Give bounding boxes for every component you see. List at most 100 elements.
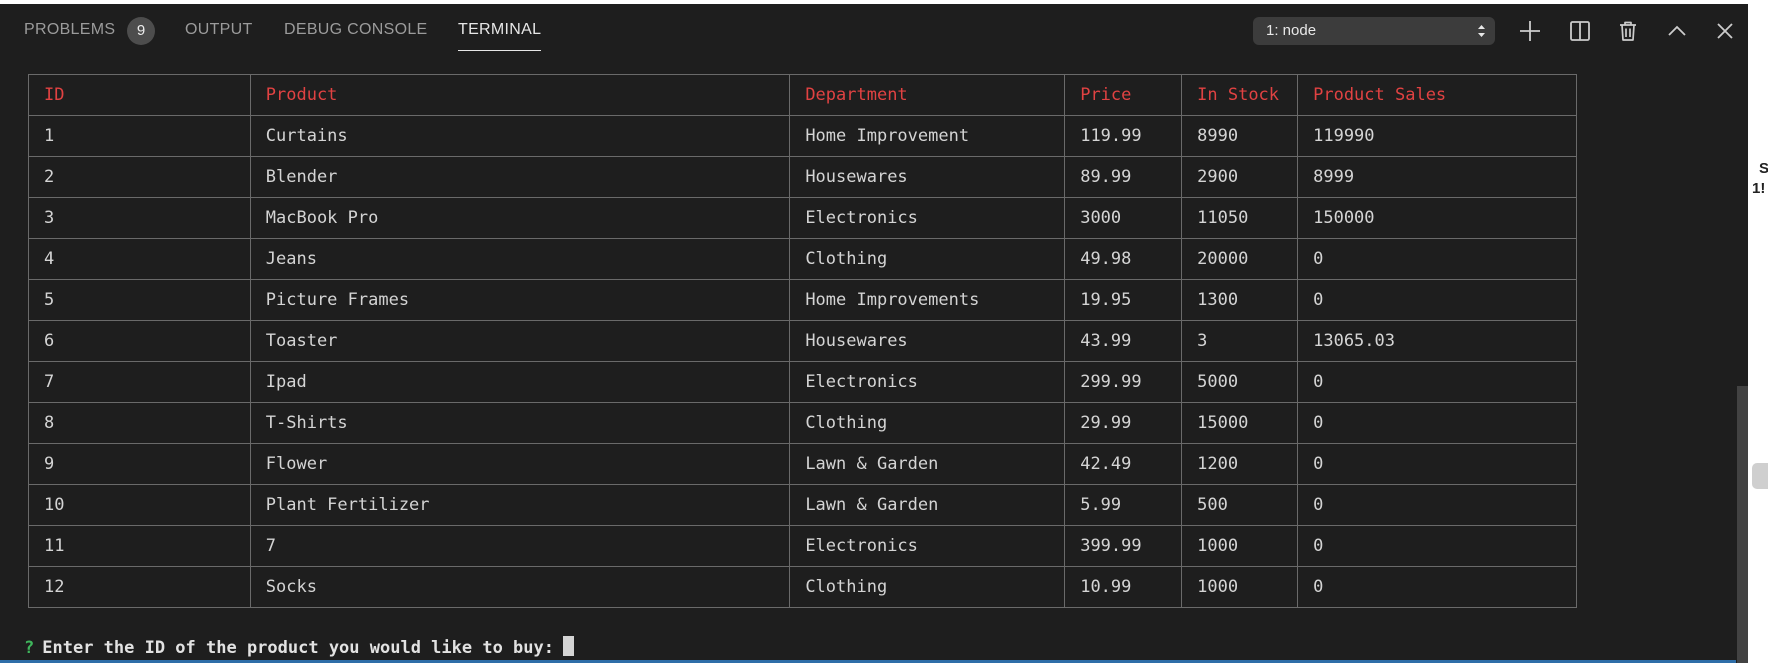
prompt-text: Enter the ID of the product you would li… (42, 638, 554, 658)
scrollbar-thumb[interactable] (1737, 386, 1749, 663)
cell-in-stock: 8990 (1181, 115, 1299, 157)
cell-product: Curtains (249, 115, 791, 157)
cell-price: 42.49 (1064, 443, 1183, 485)
table-row: 1 Curtains Home Improvement 119.99 8990 11999… (28, 115, 1577, 157)
cell-department: Home Improvement (789, 115, 1066, 157)
plus-icon[interactable] (1517, 18, 1543, 44)
cell-in-stock: 500 (1181, 484, 1299, 526)
table-row: 5 Picture Frames Home Improvements 19.95 130… (28, 279, 1577, 321)
cell-department: Electronics (789, 525, 1066, 567)
panel-tab-bar: PROBLEMS 9 OUTPUT DEBUG CONSOLE TERMINAL (0, 4, 1230, 60)
table-body: 1 Curtains Home Improvement 119.99 8990 11999… (28, 115, 1577, 608)
table-row: 2 Blender Housewares 89.99 2900 8999 (28, 156, 1577, 198)
terminal-prompt[interactable]: ? Enter the ID of the product you would l… (24, 636, 574, 658)
cell-department: Lawn & Garden (789, 484, 1066, 526)
terminal-select-value: 1: node (1266, 22, 1317, 39)
cell-product-sales: 0 (1297, 443, 1577, 485)
table-row: 8 T-Shirts Clothing 29.99 15000 0 (28, 402, 1577, 444)
cell-id: 4 (28, 238, 251, 280)
cell-product-sales: 0 (1297, 566, 1577, 608)
chevron-up-icon[interactable] (1664, 18, 1690, 44)
split-icon[interactable] (1567, 18, 1593, 44)
cell-product: Picture Frames (249, 279, 791, 321)
cell-in-stock: 3 (1181, 320, 1299, 362)
cell-department: Electronics (789, 197, 1066, 239)
column-header-product-sales: Product Sales (1297, 74, 1577, 116)
cell-product: Jeans (249, 238, 791, 280)
cell-product: MacBook Pro (249, 197, 791, 239)
cell-product-sales: 0 (1297, 361, 1577, 403)
cell-price: 89.99 (1064, 156, 1183, 198)
table-row: 7 Ipad Electronics 299.99 5000 0 (28, 361, 1577, 403)
cell-product: Toaster (249, 320, 791, 362)
close-icon[interactable] (1712, 18, 1738, 44)
table-row: 12 Socks Clothing 10.99 1000 0 (28, 566, 1577, 608)
cell-price: 119.99 (1064, 115, 1183, 157)
table-row: 6 Toaster Housewares 43.99 3 13065.03 (28, 320, 1577, 362)
cell-in-stock: 11050 (1181, 197, 1299, 239)
cell-product: 7 (249, 525, 791, 567)
cell-id: 1 (28, 115, 251, 157)
editor-edge-strip (1748, 4, 1768, 663)
cell-id: 5 (28, 279, 251, 321)
select-arrows-icon (1478, 25, 1485, 37)
column-header-in-stock: In Stock (1181, 74, 1299, 116)
cell-department: Lawn & Garden (789, 443, 1066, 485)
cell-in-stock: 1000 (1181, 566, 1299, 608)
table-row: 10 Plant Fertilizer Lawn & Garden 5.99 500 0 (28, 484, 1577, 526)
cell-product: Ipad (249, 361, 791, 403)
table-row: 3 MacBook Pro Electronics 3000 11050 150000 (28, 197, 1577, 239)
cell-product-sales: 119990 (1297, 115, 1577, 157)
cell-product-sales: 0 (1297, 238, 1577, 280)
cell-price: 49.98 (1064, 238, 1183, 280)
cell-in-stock: 1200 (1181, 443, 1299, 485)
cell-in-stock: 1300 (1181, 279, 1299, 321)
cell-price: 10.99 (1064, 566, 1183, 608)
table-row: 4 Jeans Clothing 49.98 20000 0 (28, 238, 1577, 280)
cell-department: Clothing (789, 402, 1066, 444)
cell-department: Electronics (789, 361, 1066, 403)
column-header-product: Product (249, 74, 791, 116)
problems-count-badge: 9 (127, 17, 155, 45)
cell-product-sales: 0 (1297, 525, 1577, 567)
cell-department: Housewares (789, 320, 1066, 362)
table-row: 11 7 Electronics 399.99 1000 0 (28, 525, 1577, 567)
column-header-price: Price (1064, 74, 1183, 116)
cell-department: Clothing (789, 566, 1066, 608)
cell-department: Housewares (789, 156, 1066, 198)
cell-price: 399.99 (1064, 525, 1183, 567)
cell-product: Plant Fertilizer (249, 484, 791, 526)
column-header-department: Department (789, 74, 1066, 116)
cell-id: 6 (28, 320, 251, 362)
cell-id: 11 (28, 525, 251, 567)
cell-id: 3 (28, 197, 251, 239)
cell-price: 5.99 (1064, 484, 1183, 526)
cell-product: Flower (249, 443, 791, 485)
side-fragment-number: 1! (1752, 180, 1766, 197)
cell-product-sales: 0 (1297, 484, 1577, 526)
terminal-instance-select[interactable]: 1: node (1253, 17, 1495, 45)
tab-terminal[interactable]: TERMINAL (458, 21, 542, 51)
table-row: 9 Flower Lawn & Garden 42.49 1200 0 (28, 443, 1577, 485)
cell-product: T-Shirts (249, 402, 791, 444)
side-fragment-s: S (1759, 160, 1768, 177)
side-badge (1752, 463, 1768, 489)
cell-id: 9 (28, 443, 251, 485)
tab-output[interactable]: OUTPUT (185, 21, 253, 38)
cell-price: 19.95 (1064, 279, 1183, 321)
cell-price: 299.99 (1064, 361, 1183, 403)
cell-product: Socks (249, 566, 791, 608)
cell-in-stock: 5000 (1181, 361, 1299, 403)
cell-id: 8 (28, 402, 251, 444)
cell-department: Clothing (789, 238, 1066, 280)
cell-product-sales: 0 (1297, 279, 1577, 321)
cell-price: 3000 (1064, 197, 1183, 239)
trash-icon[interactable] (1615, 18, 1641, 44)
tab-problems[interactable]: PROBLEMS (24, 21, 116, 38)
cell-id: 10 (28, 484, 251, 526)
terminal-cursor (563, 636, 574, 656)
cell-id: 12 (28, 566, 251, 608)
prompt-question-mark: ? (24, 638, 35, 658)
cell-in-stock: 1000 (1181, 525, 1299, 567)
tab-debug-console[interactable]: DEBUG CONSOLE (284, 21, 428, 38)
